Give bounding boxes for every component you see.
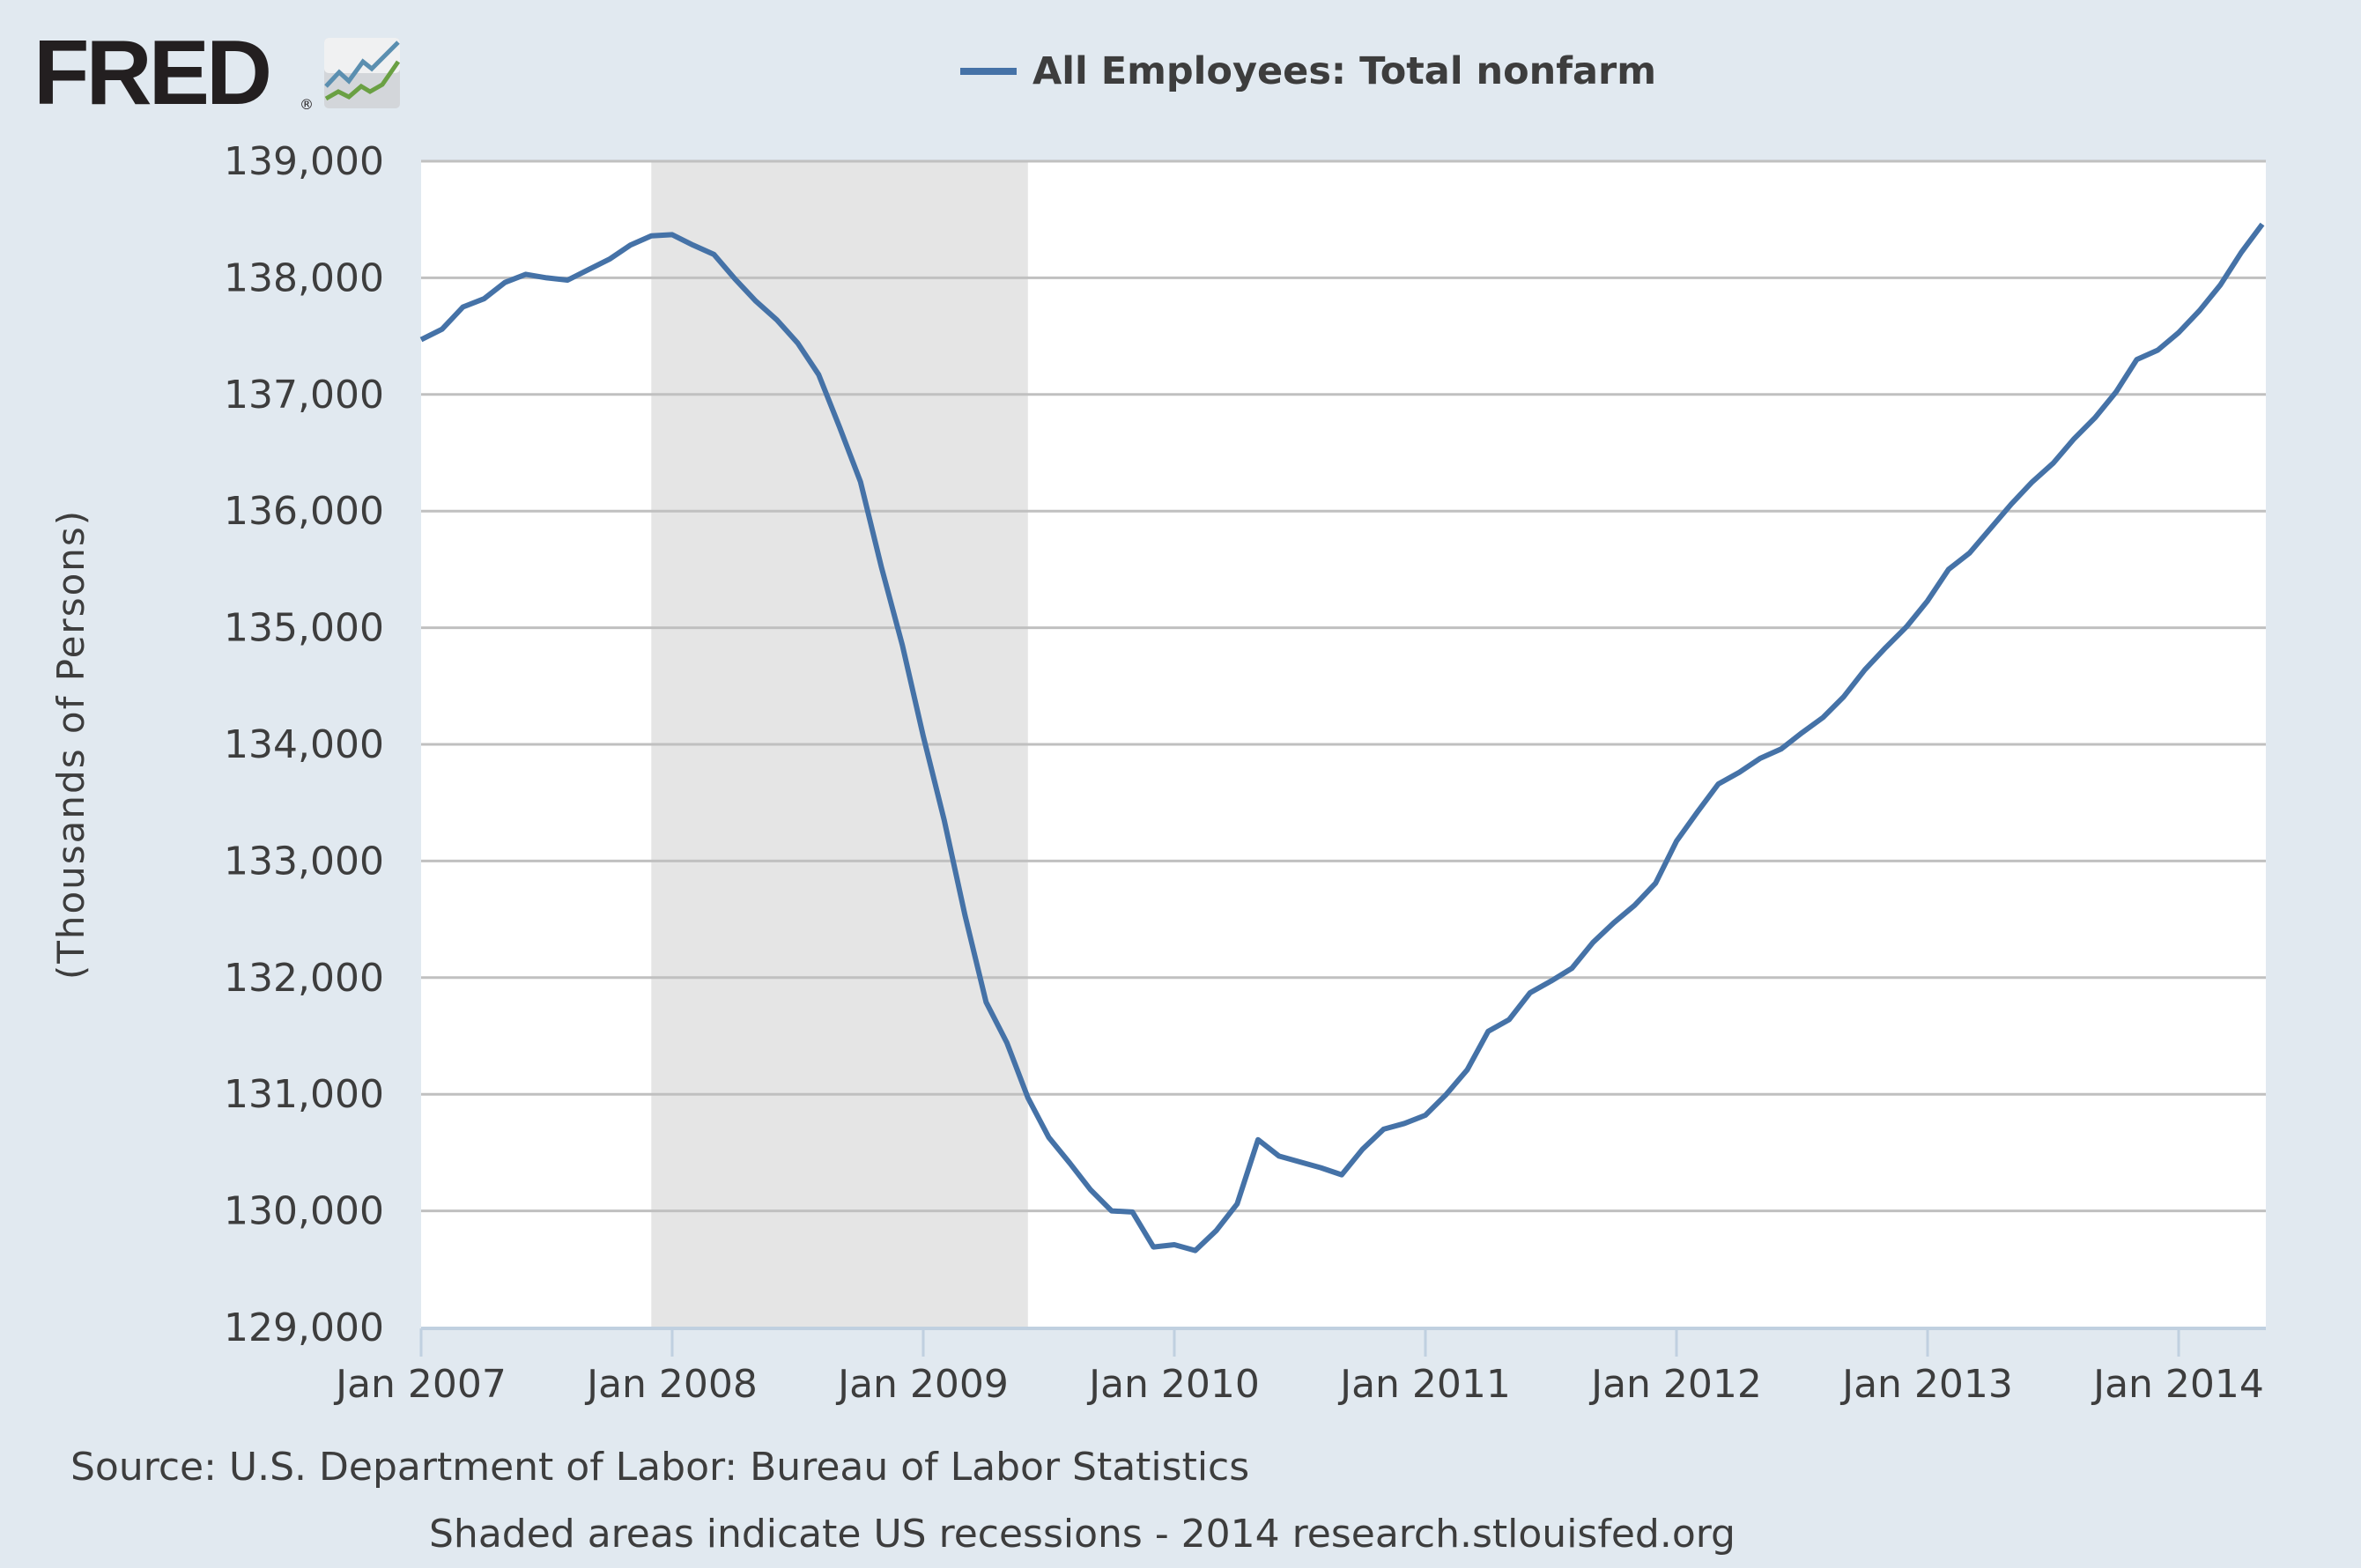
x-tick-label: Jan 2008 [584,1362,758,1407]
source-note: Source: U.S. Department of Labor: Bureau… [70,1445,1249,1490]
y-axis-title: (Thousands of Persons) [49,509,93,980]
y-axis-labels: 139,000 138,000 137,000 136,000 135,000 134,0… [224,139,384,1350]
x-axis-ticks [419,1328,2180,1357]
x-tick-label: Jan 2011 [1337,1362,1511,1407]
legend-label: All Employees: Total nonfarm [1032,49,1656,93]
y-tick-label: 133,000 [224,839,384,884]
y-tick-label: 131,000 [224,1072,384,1117]
legend: All Employees: Total nonfarm [960,49,1656,93]
x-tick-label: Jan 2012 [1588,1362,1762,1407]
logo-text: FRED [33,22,269,124]
series-line-total-nonfarm [419,222,2265,1254]
y-tick-label: 137,000 [224,373,384,418]
gridlines [421,159,2266,1213]
y-tick-label: 138,000 [224,255,384,300]
legend-swatch [960,68,1017,75]
fred-logo: FRED ® [33,22,401,124]
registered-mark: ® [300,96,314,113]
y-tick-label: 136,000 [224,489,384,534]
y-tick-label: 129,000 [224,1305,384,1350]
y-tick-label: 130,000 [224,1189,384,1234]
y-tick-label: 132,000 [224,956,384,1001]
x-tick-label: Jan 2013 [1839,1362,2013,1407]
x-tick-label: Jan 2010 [1086,1362,1260,1407]
y-tick-label: 134,000 [224,722,384,767]
x-tick-label: Jan 2009 [835,1362,1009,1407]
x-axis-labels: Jan 2007 Jan 2008 Jan 2009 Jan 2010 Jan 2011… [333,1362,2264,1407]
fred-chart-icon [324,38,401,108]
y-tick-label: 139,000 [224,139,384,184]
x-tick-label: Jan 2014 [2091,1362,2264,1407]
y-tick-label: 135,000 [224,606,384,651]
recession-note: Shaded areas indicate US recessions - 20… [429,1512,1736,1557]
x-tick-label: Jan 2007 [333,1362,507,1407]
